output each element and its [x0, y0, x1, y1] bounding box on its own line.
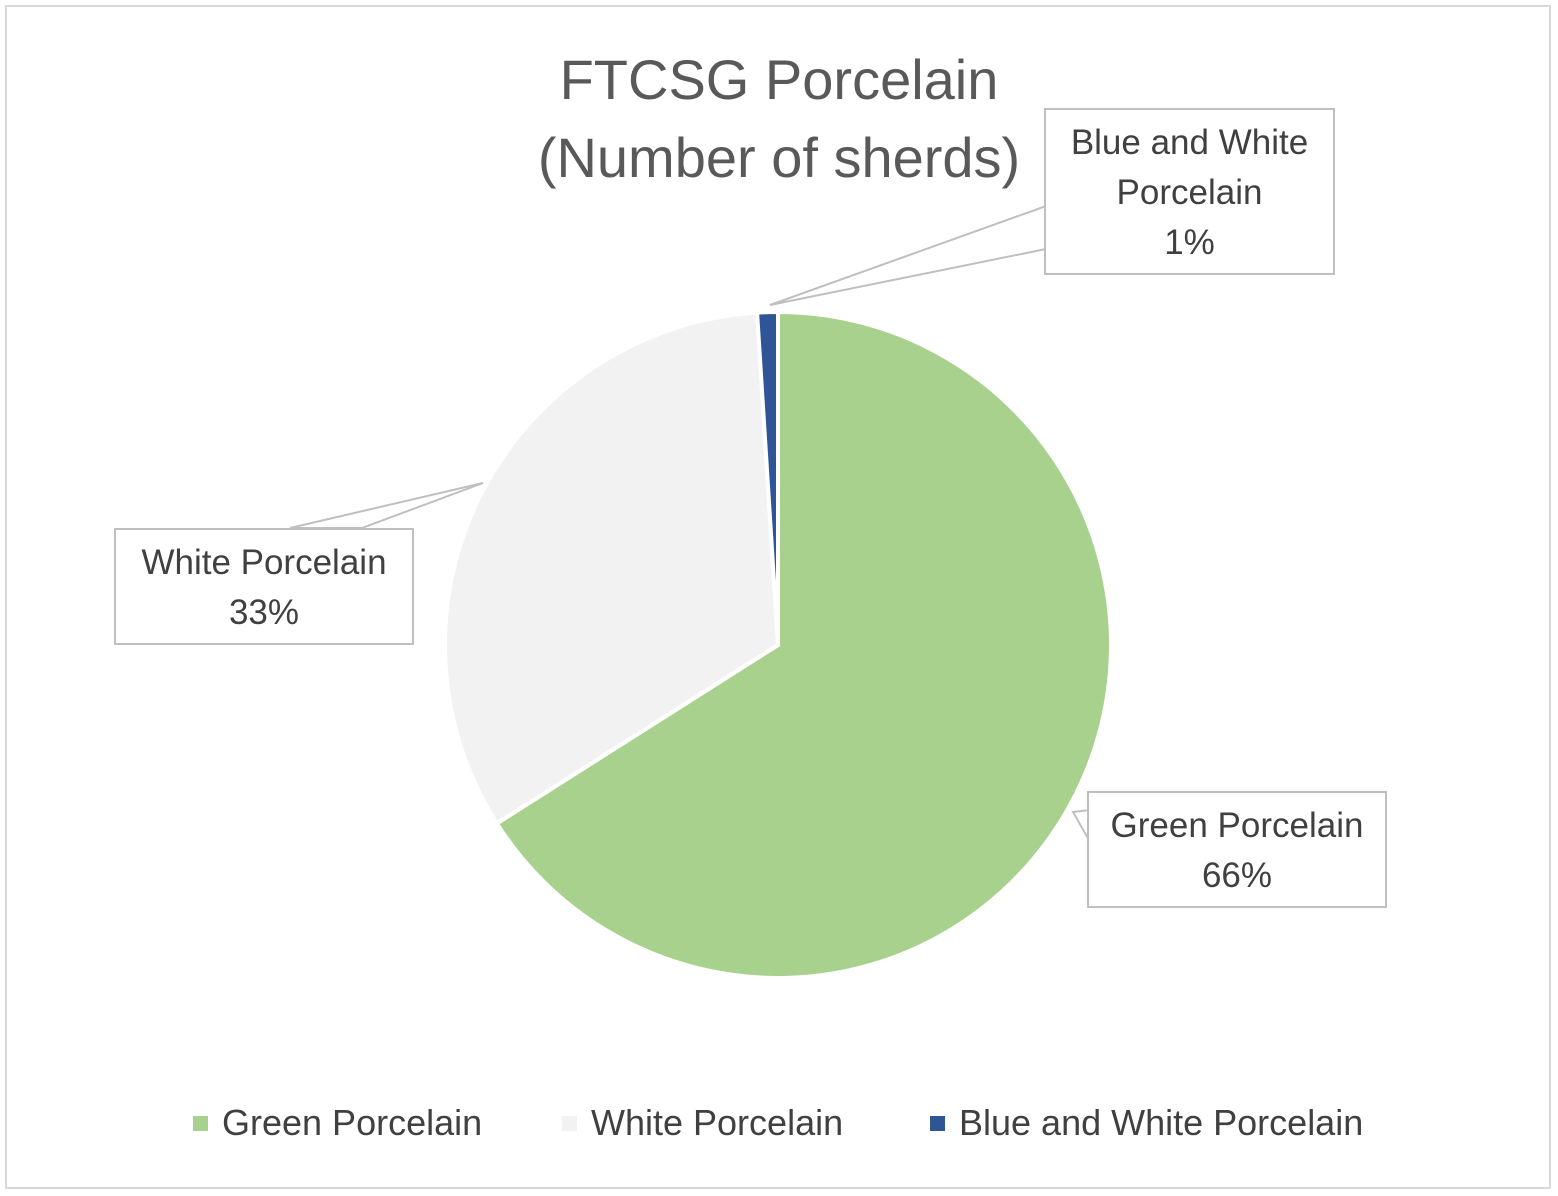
data-label-green-porcelain: Green Porcelain 66% — [1087, 791, 1387, 908]
chart-title-line-2: (Number of sherds) — [537, 126, 1021, 189]
legend-item: Blue and White Porcelain — [930, 1098, 1363, 1148]
data-label-text: Porcelain — [1116, 173, 1263, 212]
data-label-blue-white-porcelain: Blue and White Porcelain 1% — [1044, 108, 1335, 275]
legend: Green Porcelain White Porcelain Blue and… — [0, 1098, 1558, 1148]
legend-swatch-blue — [930, 1115, 945, 1131]
pie-slice-blue-and-white-porcelain — [755, 310, 780, 647]
legend-swatch-white — [562, 1115, 577, 1131]
leader-line-blue-white-porcelain — [769, 204, 1047, 306]
pie-slice-white-porcelain — [443, 310, 780, 826]
data-label-white-porcelain: White Porcelain 33% — [114, 528, 414, 645]
pie-slices — [443, 310, 1113, 980]
legend-label: Blue and White Porcelain — [959, 1102, 1364, 1143]
data-label-value: 66% — [1201, 856, 1273, 895]
data-label-value: 33% — [228, 593, 300, 632]
legend-item: White Porcelain — [562, 1098, 843, 1148]
chart-title-line-1: FTCSG Porcelain — [559, 48, 999, 111]
leader-line-white-porcelain — [289, 482, 484, 529]
data-label-text: Green Porcelain — [1110, 806, 1364, 845]
data-label-value: 1% — [1164, 223, 1215, 262]
legend-label: Green Porcelain — [222, 1102, 483, 1143]
legend-label: White Porcelain — [591, 1102, 844, 1143]
legend-item: Green Porcelain — [193, 1098, 482, 1148]
data-label-text: Blue and White — [1070, 123, 1309, 162]
data-label-text: White Porcelain — [141, 543, 387, 582]
pie-slice-green-porcelain — [494, 310, 1113, 980]
legend-swatch-green — [193, 1115, 208, 1131]
